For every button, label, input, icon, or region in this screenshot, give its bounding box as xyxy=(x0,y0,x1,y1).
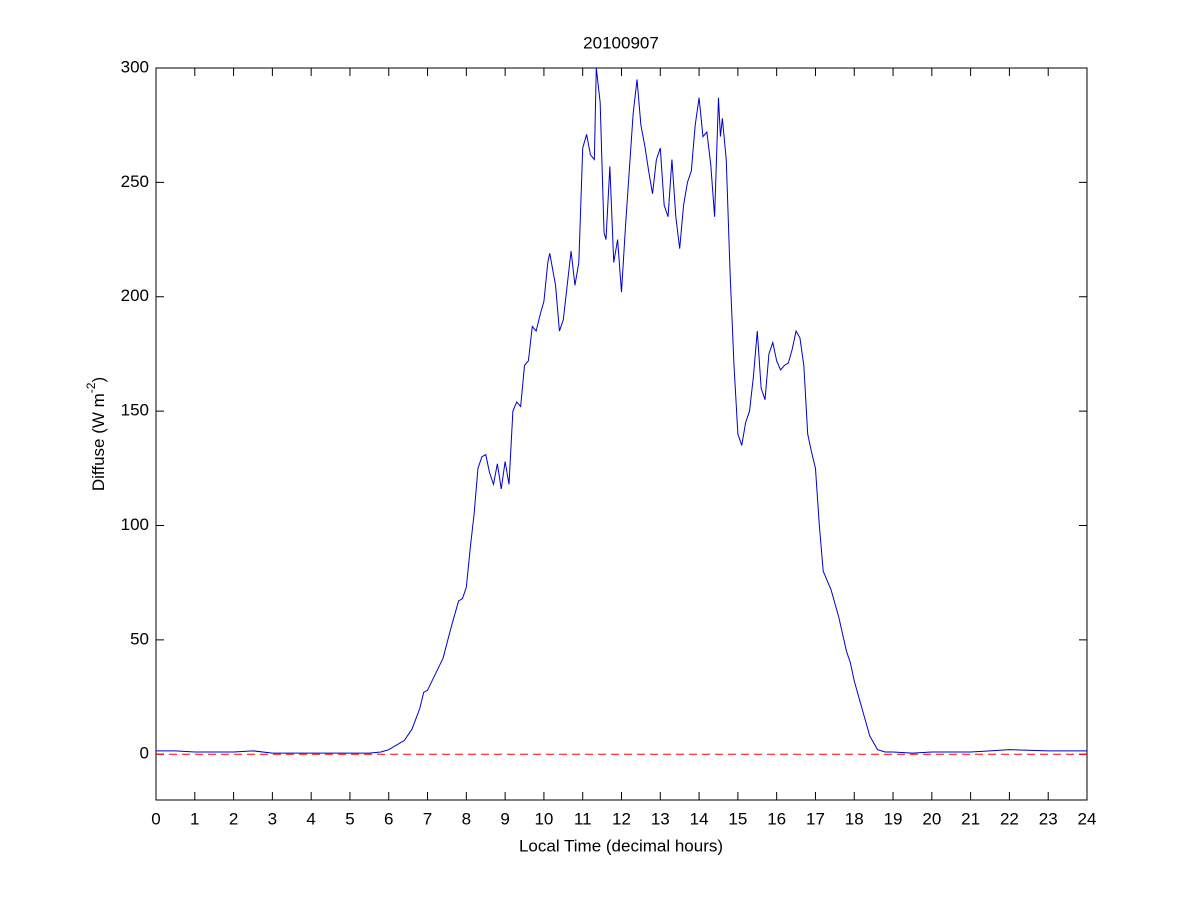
y-axis-label: Diffuse (W m-2) xyxy=(84,377,108,491)
x-tick-label: 7 xyxy=(423,809,432,828)
y-label-superscript: -2 xyxy=(84,382,98,393)
x-tick-label: 13 xyxy=(651,809,670,828)
x-tick-label: 15 xyxy=(728,809,747,828)
x-axis-label: Local Time (decimal hours) xyxy=(519,836,723,855)
x-tick-label: 1 xyxy=(190,809,199,828)
x-tick-label: 6 xyxy=(384,809,393,828)
x-tick-label: 17 xyxy=(806,809,825,828)
y-tick-label: 150 xyxy=(121,401,149,420)
data-line xyxy=(156,67,1087,754)
x-tick-label: 21 xyxy=(961,809,980,828)
y-tick-label: 100 xyxy=(121,515,149,534)
y-tick-label: 200 xyxy=(121,286,149,305)
x-tick-label: 4 xyxy=(306,809,315,828)
x-tick-label: 24 xyxy=(1078,809,1097,828)
chart-title: 20100907 xyxy=(583,33,659,52)
x-tick-label: 16 xyxy=(767,809,786,828)
x-tick-label: 19 xyxy=(884,809,903,828)
x-tick-label: 18 xyxy=(845,809,864,828)
y-tick-label: 250 xyxy=(121,172,149,191)
x-tick-label: 2 xyxy=(229,809,238,828)
y-tick-label: 50 xyxy=(130,629,149,648)
x-tick-label: 3 xyxy=(268,809,277,828)
x-tick-label: 14 xyxy=(690,809,709,828)
x-tick-label: 9 xyxy=(500,809,509,828)
y-tick-label: 0 xyxy=(140,744,149,763)
y-label-text: Diffuse (W m xyxy=(89,393,108,491)
x-tick-label: 10 xyxy=(534,809,553,828)
x-tick-label: 20 xyxy=(922,809,941,828)
x-tick-label: 22 xyxy=(1000,809,1019,828)
y-label-suffix: ) xyxy=(89,377,108,383)
x-tick-label: 12 xyxy=(612,809,631,828)
y-tick-label: 300 xyxy=(121,57,149,76)
x-tick-label: 0 xyxy=(151,809,160,828)
x-tick-label: 5 xyxy=(345,809,354,828)
plot-box xyxy=(155,67,1088,801)
x-tick-label: 23 xyxy=(1039,809,1058,828)
x-tick-label: 11 xyxy=(574,809,592,828)
x-tick-label: 8 xyxy=(462,809,471,828)
